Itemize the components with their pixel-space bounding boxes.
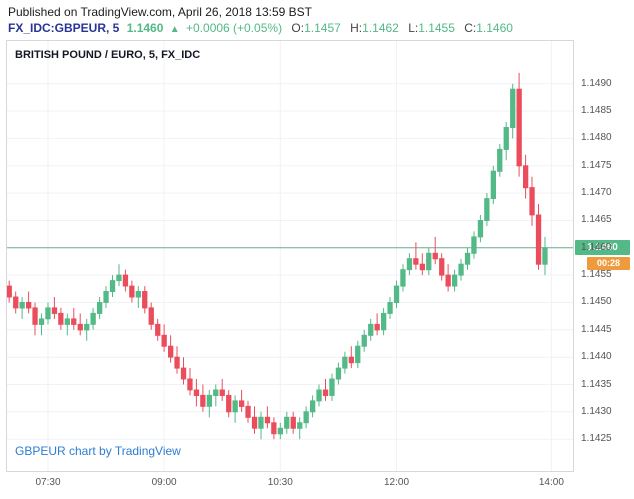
close-label: C:: [464, 21, 477, 35]
price-axis-label: 1.1435: [581, 378, 612, 390]
price-axis-label: 1.1475: [581, 159, 612, 171]
last-price-badge: 1.1460: [575, 239, 630, 255]
time-axis-label: 12:00: [383, 477, 410, 488]
symbol-quote-line: FX_IDC:GBPEUR, 5 1.1460 ▲ +0.0006 (+0.05…: [8, 21, 513, 35]
high-value: 1.1462: [362, 21, 399, 35]
open-value: 1.1457: [304, 21, 341, 35]
high-label: H:: [350, 21, 363, 35]
time-axis: 07:30 09:00 10:30 12:00 14:00: [6, 472, 574, 498]
price-axis-label: 1.1425: [581, 433, 612, 445]
low-value: 1.1455: [418, 21, 455, 35]
time-axis-label: 07:30: [35, 477, 61, 488]
price-axis-label: 1.1485: [581, 105, 612, 117]
symbol-name: FX_IDC:GBPEUR, 5: [8, 21, 120, 35]
time-axis-label: 14:00: [538, 477, 564, 488]
low-label: L:: [408, 21, 419, 35]
price-axis-label: 1.1430: [581, 405, 612, 417]
price-axis-label: 1.1450: [581, 296, 612, 308]
price-change: +0.0006 (+0.05%): [186, 21, 283, 35]
chart-canvas: [6, 40, 574, 472]
up-arrow-icon: ▲: [169, 24, 180, 35]
last-price: 1.1460: [126, 21, 164, 35]
time-axis-label: 09:00: [151, 477, 177, 488]
published-line: Published on TradingView.com, April 26, …: [8, 5, 312, 19]
candlestick-chart: BRITISH POUND / EURO, 5, FX_IDC GBPEUR c…: [6, 40, 574, 472]
price-axis-label: 1.1470: [581, 187, 612, 199]
price-axis-label: 1.1460: [581, 241, 612, 253]
price-axis-label: 1.1455: [581, 269, 612, 281]
chart-title: BRITISH POUND / EURO, 5, FX_IDC: [15, 49, 201, 61]
bar-countdown-badge: 00:28: [587, 256, 630, 270]
open-label: O:: [291, 21, 305, 35]
time-axis-label: 10:30: [267, 477, 293, 488]
price-axis-label: 1.1440: [581, 351, 612, 363]
price-axis-label: 1.1445: [581, 323, 612, 335]
price-axis-label: 1.1465: [581, 214, 612, 226]
price-axis: 1.1460 00:28 1.1490 1.1485 1.1480 1.1475 1.1…: [574, 40, 634, 472]
watermark-link[interactable]: GBPEUR chart by TradingView: [15, 444, 181, 458]
price-axis-label: 1.1490: [581, 77, 612, 89]
price-axis-label: 1.1480: [581, 132, 612, 144]
close-value: 1.1460: [476, 21, 513, 35]
